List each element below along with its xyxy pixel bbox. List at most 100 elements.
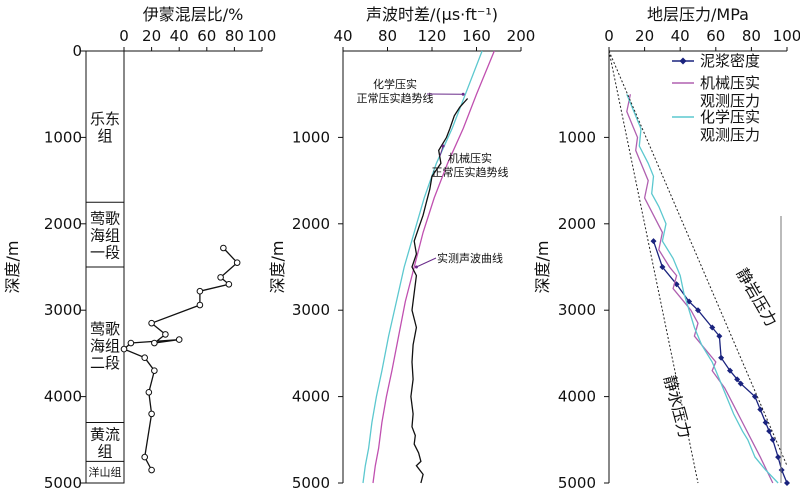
legend-label: 观测压力 bbox=[700, 92, 760, 110]
y-tick-label: 0 bbox=[72, 42, 82, 60]
y-tick-label: 1000 bbox=[558, 128, 596, 146]
series-line-4 bbox=[608, 50, 788, 466]
y-tick-label: 1000 bbox=[292, 128, 330, 146]
chart-panel-3: 地层压力/MPa 0 20 40 60 80 100 1000 2000 3000 4000 5000… bbox=[533, 5, 800, 492]
x-tick-label: 80 bbox=[378, 27, 397, 45]
y-tick-label: 2000 bbox=[44, 215, 82, 233]
legend-label: 化学压实 bbox=[700, 108, 760, 126]
x-tick-label: 20 bbox=[142, 27, 161, 45]
chart-title: 伊蒙混层比/% bbox=[143, 5, 244, 24]
x-tick-label: 60 bbox=[706, 27, 725, 45]
data-point bbox=[175, 336, 183, 343]
formation-label: 海组 bbox=[90, 227, 120, 245]
data-point bbox=[695, 307, 701, 314]
data-point bbox=[148, 410, 155, 418]
data-point bbox=[120, 345, 128, 353]
y-tick-label: 5000 bbox=[558, 474, 596, 492]
formation-label: 莺歌 bbox=[90, 320, 120, 338]
data-point bbox=[196, 301, 204, 309]
annotation-text: 静水压力 bbox=[660, 373, 695, 440]
formation-label: 二段 bbox=[90, 354, 120, 372]
x-tick-label: 80 bbox=[225, 27, 244, 45]
annotation-arrowhead bbox=[441, 144, 445, 148]
annotation-text: 实测声波曲线 bbox=[437, 251, 503, 265]
x-tick-label: 40 bbox=[170, 27, 189, 45]
data-point bbox=[766, 428, 773, 435]
data-point bbox=[775, 454, 782, 461]
data-point bbox=[751, 393, 758, 400]
chart-title: 声波时差/(μs·ft⁻¹) bbox=[366, 5, 498, 24]
x-tick-label: 200 bbox=[507, 27, 536, 45]
legend-marker bbox=[679, 57, 687, 65]
x-tick-label: 0 bbox=[604, 27, 614, 45]
data-point bbox=[141, 453, 148, 461]
data-point bbox=[151, 339, 158, 347]
y-tick-label: 3000 bbox=[44, 301, 82, 319]
data-point bbox=[162, 331, 169, 338]
formation-label: 组 bbox=[97, 127, 112, 145]
data-point bbox=[734, 376, 741, 383]
data-point bbox=[217, 274, 224, 281]
data-point bbox=[718, 354, 725, 361]
data-point bbox=[141, 354, 148, 362]
data-point bbox=[727, 367, 734, 374]
x-tick-label: 40 bbox=[671, 27, 690, 45]
y-tick-label: 4000 bbox=[44, 388, 82, 406]
y-axis-label: 深度/m bbox=[268, 241, 287, 294]
formation-label: 组 bbox=[97, 442, 112, 460]
y-tick-label: 4000 bbox=[558, 388, 596, 406]
annotation-leader bbox=[416, 257, 437, 268]
y-tick-label: 2000 bbox=[558, 215, 596, 233]
y-tick-label: 5000 bbox=[292, 474, 330, 492]
data-point bbox=[716, 333, 723, 340]
data-point bbox=[233, 259, 241, 266]
annotation-text: 机械压实 bbox=[448, 151, 492, 165]
formation-label: 黄流 bbox=[90, 425, 120, 443]
data-point bbox=[769, 436, 776, 443]
y-axis-label: 深度/m bbox=[533, 241, 552, 294]
data-point bbox=[659, 264, 666, 270]
formation-label: 一段 bbox=[90, 244, 120, 262]
x-tick-label: 60 bbox=[197, 27, 216, 45]
x-tick-label: 160 bbox=[462, 27, 491, 45]
legend-label: 机械压实 bbox=[700, 74, 760, 92]
y-tick-label: 3000 bbox=[558, 301, 596, 319]
annotation-arrowhead bbox=[461, 92, 465, 96]
chart-title: 地层压力/MPa bbox=[647, 5, 749, 24]
x-tick-label: 120 bbox=[418, 27, 447, 45]
data-point bbox=[778, 467, 785, 474]
data-point bbox=[784, 480, 790, 486]
x-tick-label: 100 bbox=[248, 27, 277, 45]
data-point bbox=[127, 339, 135, 347]
formation-label: 洋山组 bbox=[89, 465, 122, 479]
data-point bbox=[225, 280, 233, 288]
data-point bbox=[148, 466, 155, 474]
formation-label: 莺歌 bbox=[90, 210, 120, 228]
annotation-leader bbox=[439, 145, 444, 157]
data-point bbox=[762, 419, 769, 426]
annotation-arrowhead bbox=[414, 265, 418, 269]
data-point bbox=[709, 324, 716, 331]
y-tick-label: 1000 bbox=[44, 128, 82, 146]
chart-panel-1: 伊蒙混层比/%0 20 40 60 80 100010002000300040005000… bbox=[3, 5, 276, 492]
annotation-text: 正常压实趋势线 bbox=[432, 165, 509, 179]
formation-label: 海组 bbox=[90, 337, 120, 355]
legend-label: 泥浆密度 bbox=[700, 52, 760, 70]
data-point bbox=[686, 298, 693, 305]
x-tick-label: 40 bbox=[333, 27, 352, 45]
annotation-text: 静岩压力 bbox=[733, 265, 781, 330]
data-point bbox=[151, 367, 158, 374]
x-tick-label: 100 bbox=[773, 27, 800, 45]
legend-label: 观测压力 bbox=[700, 126, 760, 144]
y-axis-label: 深度/m bbox=[3, 241, 22, 294]
series-line-1 bbox=[122, 247, 239, 471]
series-line-2 bbox=[626, 94, 774, 484]
annotation-text: 化学压实 bbox=[373, 77, 417, 91]
data-point bbox=[148, 319, 155, 327]
data-point bbox=[145, 388, 153, 396]
x-tick-label: 20 bbox=[635, 27, 654, 45]
y-tick-label: 3000 bbox=[292, 301, 330, 319]
data-point bbox=[220, 244, 227, 252]
y-tick-label: 2000 bbox=[292, 215, 330, 233]
series-line-1 bbox=[362, 50, 483, 484]
